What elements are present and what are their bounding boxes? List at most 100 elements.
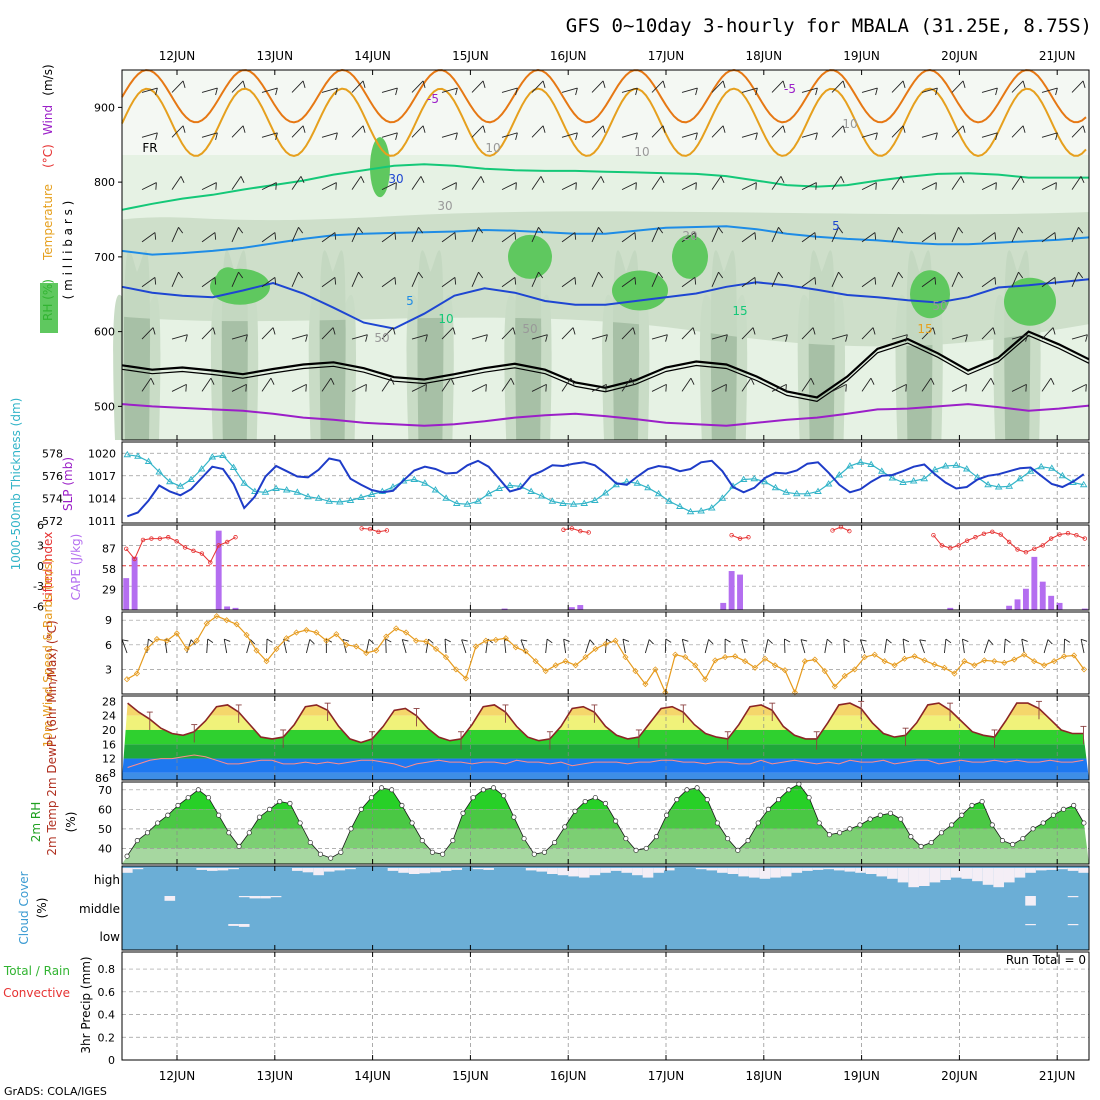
wind-barb [591, 80, 604, 93]
wind-barb-flag [242, 125, 246, 133]
data-point [482, 637, 489, 644]
wind-barb [921, 182, 937, 191]
data-point [735, 847, 741, 853]
data-point [205, 795, 212, 801]
contour-label: 50 [522, 322, 537, 336]
data-point [582, 654, 589, 661]
data-point [928, 839, 934, 846]
bottom-date-axis: 12JUN 13JUN 14JUN 15JUN 16JUN 17JUN 18JUN 19JUN… [159, 1069, 1076, 1083]
wind-barb-flag [870, 377, 875, 385]
data-point [623, 836, 629, 842]
y-tick-label: 572 [42, 515, 63, 528]
cloud-cell [823, 868, 834, 870]
wind-barb [951, 271, 959, 287]
data-point [193, 637, 200, 644]
wind-barb-flag [180, 176, 185, 184]
wind-barb-flag [545, 334, 548, 342]
rh-high-patch [672, 234, 708, 279]
contour-label: 10 [634, 145, 649, 159]
data-point [1070, 652, 1078, 659]
wind-barb-flag [785, 384, 787, 392]
data-point [871, 651, 878, 658]
wind-barb [411, 125, 424, 138]
cloud-cell [440, 868, 452, 871]
wind-barb [201, 276, 216, 288]
wind-barb-flag [270, 377, 275, 385]
cloud-cell [1025, 924, 1036, 926]
wind-barb-flag [425, 384, 427, 392]
isotherm-line [121, 163, 1089, 211]
wind-barb-flag [1054, 232, 1057, 240]
data-point [165, 812, 171, 818]
wind-barb [891, 80, 904, 93]
wind-barb-flag [182, 125, 186, 133]
y-tick-label: 8 [95, 772, 102, 785]
wind-barb-flag [1080, 638, 1088, 642]
wind-barb-flag [334, 277, 337, 285]
wind-barb [681, 639, 686, 654]
rh-high-patch [612, 270, 668, 311]
wind-barb-flag [785, 334, 788, 342]
contour-label: 10 [438, 312, 453, 326]
li-point [973, 535, 978, 540]
data-point [429, 849, 436, 855]
data-point [216, 812, 222, 818]
wind-barb [1011, 334, 1028, 340]
wind-barb [891, 125, 904, 138]
wind-barb-flag [812, 327, 816, 335]
wind-barb [771, 271, 779, 287]
y-tick-label: 0.4 [98, 1009, 116, 1022]
wind-barb-flag [390, 377, 395, 385]
wind-barb [621, 132, 638, 138]
wind-barb-flag [898, 227, 904, 234]
wind-barb [141, 276, 156, 288]
data-point [622, 654, 629, 661]
data-point [317, 851, 324, 857]
data-point [462, 675, 469, 682]
date-tick-label: 14JUN [354, 1069, 391, 1083]
wind-barb-flag [992, 327, 996, 335]
wind-barb-flag [634, 277, 637, 285]
data-point [633, 479, 642, 486]
wind-barb [644, 639, 650, 654]
wind-barb-flag [750, 377, 755, 385]
wind-barb-flag [368, 638, 375, 644]
data-point [480, 787, 486, 793]
wind-barb [261, 182, 277, 191]
wind-barb [351, 383, 367, 392]
date-tick-label: 13JUN [257, 49, 294, 63]
li-point [132, 556, 137, 562]
wind-barb-flag [589, 639, 595, 645]
wind-barb-flag [860, 639, 867, 642]
wind-barb-flag [1078, 227, 1084, 234]
wind-barb [681, 87, 698, 93]
wind-barb-flag [665, 638, 672, 643]
data-point [410, 475, 419, 482]
wind-barb-flag [810, 377, 815, 385]
wind-barb-flag [932, 327, 936, 335]
wind-barb-flag [365, 384, 367, 392]
wind-barb [141, 377, 152, 392]
data-point [422, 638, 430, 645]
date-tick-label: 13JUN [257, 1069, 294, 1083]
wind-barb [651, 227, 659, 243]
y-tick-label: 700 [94, 251, 115, 264]
y-tick-label: 0.8 [98, 963, 116, 976]
wind-barb-flag [515, 132, 518, 140]
data-point [413, 637, 420, 644]
wind-barb [711, 334, 728, 340]
cloud-cell [1067, 924, 1079, 926]
date-tick-label: 18JUN [746, 49, 783, 63]
data-point [213, 613, 220, 620]
data-point [203, 620, 210, 627]
cloud-cell [228, 868, 239, 870]
y-tick-label: 578 [42, 447, 63, 460]
wind-barb-flag [814, 232, 817, 240]
wind-barb [1021, 639, 1025, 654]
data-point [572, 662, 579, 669]
wind-barb-flag [752, 327, 756, 335]
wind-barb-flag [815, 182, 817, 190]
wind-barb-flag [542, 125, 546, 133]
data-point [775, 797, 782, 803]
data-point [931, 465, 939, 473]
